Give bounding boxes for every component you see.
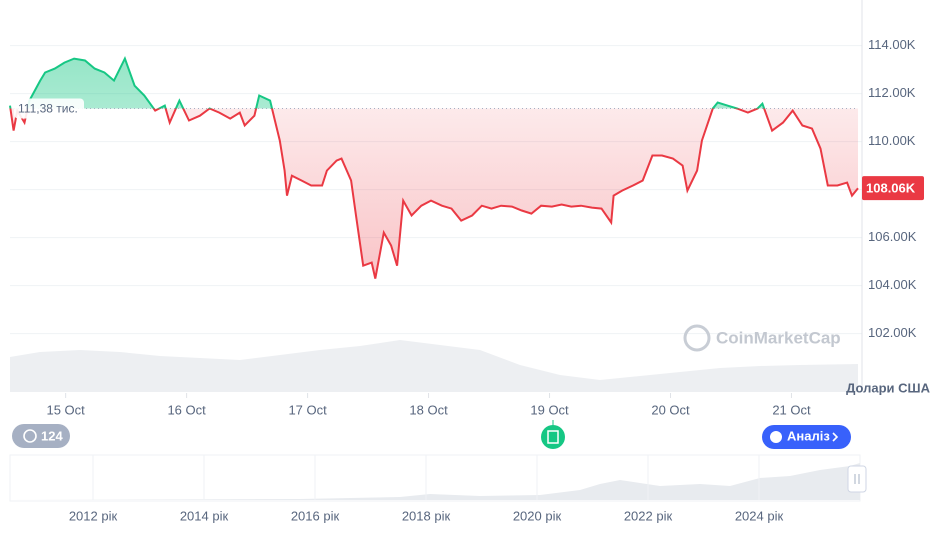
chevron	[832, 432, 839, 442]
analysis-button[interactable]: Аналіз	[762, 425, 851, 449]
events-pill[interactable]	[12, 424, 70, 448]
x-tick-label: 20 Oct	[651, 402, 690, 417]
current-price-label: 108.06K	[866, 181, 916, 196]
navigator-year: 2020 рік	[513, 508, 562, 523]
reference-label-box	[14, 98, 84, 119]
area-below	[10, 108, 858, 279]
price-line-down	[9, 108, 859, 279]
y-tick-label: 114.00K	[868, 37, 916, 52]
x-tick-label: 15 Oct	[46, 402, 85, 417]
price-line-up	[9, 56, 766, 109]
analysis-label[interactable]: Аналіз	[787, 428, 830, 443]
navigator-year: 2018 рік	[402, 508, 451, 523]
currency-label: Долари США	[846, 380, 931, 395]
y-tick-label: 102.00K	[868, 325, 917, 340]
navigator-year: 2012 рік	[69, 508, 118, 523]
y-tick-label: 112.00K	[868, 85, 916, 100]
area-above	[10, 58, 858, 109]
navigator-handle[interactable]	[847, 465, 867, 493]
watermark-logo	[683, 324, 711, 352]
x-tick-label: 16 Oct	[167, 402, 206, 417]
plot: 111,38 тис.	[9, 56, 859, 279]
watermark: CoinMarketCap	[683, 324, 841, 352]
news-icon[interactable]	[541, 425, 565, 449]
x-tick-label: 19 Oct	[530, 402, 569, 417]
watermark-text: CoinMarketCap	[716, 328, 841, 347]
y-tick-label: 110.00K	[868, 133, 916, 148]
x-tick-label: 18 Oct	[409, 402, 448, 417]
navigator-year: 2022 рік	[624, 508, 673, 523]
navigator-year: 2016 рік	[291, 508, 340, 523]
events-button[interactable]: 124	[12, 424, 70, 448]
doc-icon	[547, 430, 559, 444]
volume-area	[10, 340, 858, 392]
navigator: 2012 рік 2014 рік 2016 рік 2018 рік 2020 рік…	[9, 454, 867, 523]
navigator-year: 2024 рік	[735, 508, 784, 523]
events-count[interactable]: 124	[41, 428, 63, 443]
navigator-year: 2014 рік	[180, 508, 229, 523]
x-tick-label: 21 Oct	[772, 402, 811, 417]
clock-icon	[23, 429, 37, 443]
y-tick-label: 104.00K	[868, 277, 917, 292]
y-tick-label: 106.00K	[868, 229, 917, 244]
reference-label: 111,38 тис.	[18, 102, 78, 116]
x-tick-label: 17 Oct	[288, 402, 327, 417]
current-price-tag	[862, 176, 924, 201]
news-marker[interactable]	[541, 420, 565, 449]
analysis-pill[interactable]	[762, 425, 851, 449]
analysis-icon	[770, 431, 782, 443]
